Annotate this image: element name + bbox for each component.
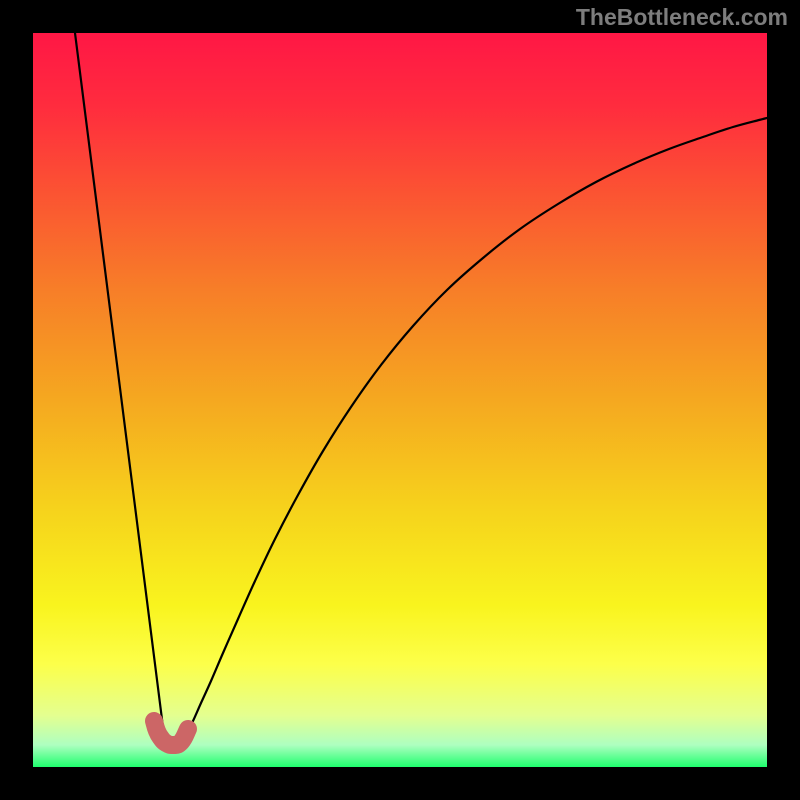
chart-plot-area bbox=[33, 33, 767, 767]
chart-svg bbox=[33, 33, 767, 767]
gradient-background bbox=[33, 33, 767, 767]
watermark-text: TheBottleneck.com bbox=[576, 4, 788, 31]
